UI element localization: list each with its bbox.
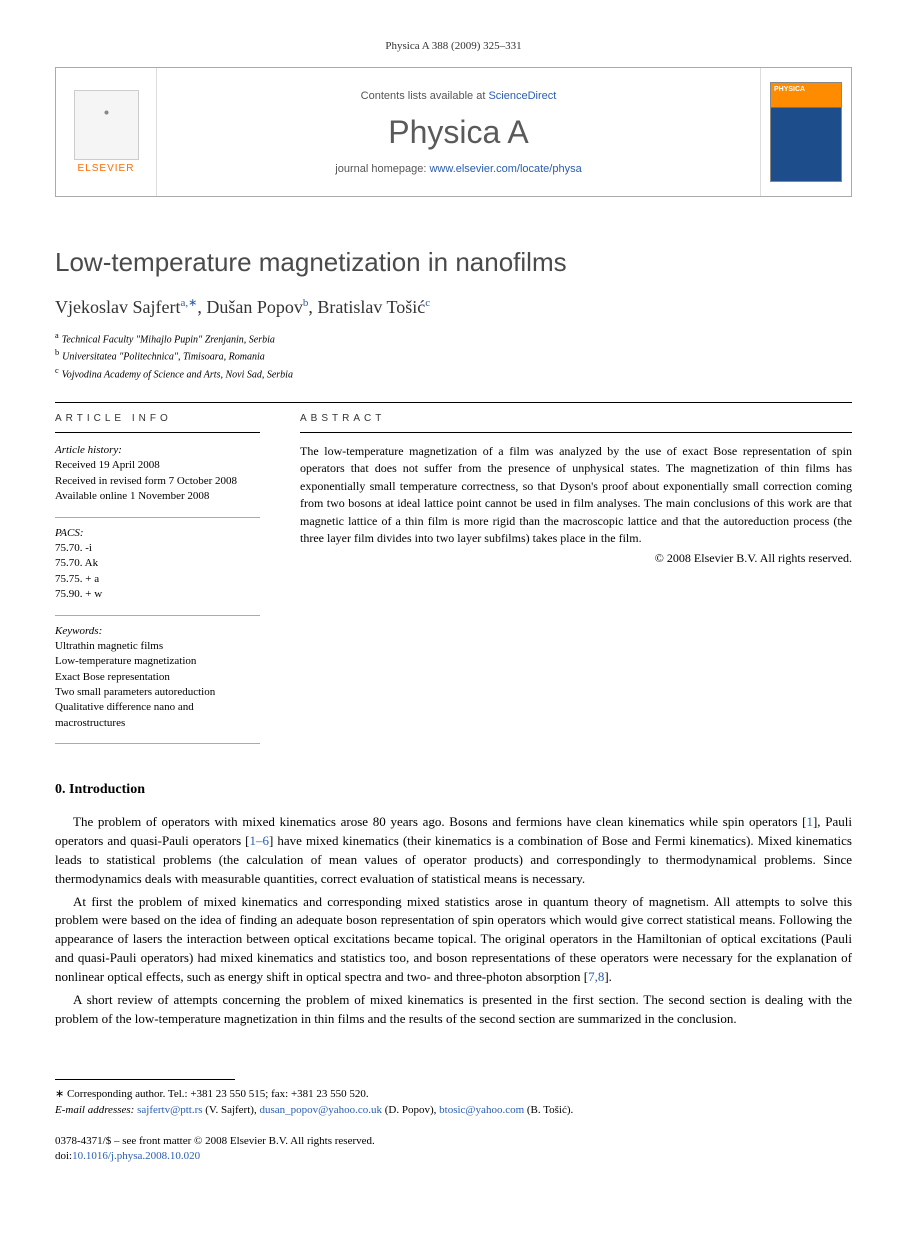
homepage-prefix: journal homepage:	[335, 163, 429, 175]
doi-label: doi:	[55, 1150, 72, 1162]
publisher-name: ELSEVIER	[78, 163, 135, 174]
abstract-heading: ABSTRACT	[300, 403, 852, 433]
homepage-line: journal homepage: www.elsevier.com/locat…	[335, 163, 581, 175]
footer-issn: 0378-4371/$ – see front matter © 2008 El…	[55, 1134, 852, 1165]
email-link[interactable]: btosic@yahoo.com	[439, 1104, 524, 1116]
online-date: Available online 1 November 2008	[55, 489, 260, 504]
affiliation-a: Technical Faculty "Mihajlo Pupin" Zrenja…	[62, 334, 275, 345]
corresponding-label: ∗ Corresponding author. Tel.: +381 23 55…	[55, 1086, 852, 1103]
elsevier-tree-icon	[74, 90, 139, 160]
article-title: Low-temperature magnetization in nanofil…	[55, 247, 852, 278]
corresponding-author: ∗ Corresponding author. Tel.: +381 23 55…	[55, 1086, 852, 1119]
author-2: Dušan Popov	[206, 297, 303, 317]
contents-prefix: Contents lists available at	[361, 90, 489, 102]
journal-name: Physica A	[388, 114, 529, 151]
text: ].	[604, 969, 612, 984]
history-label: Article history:	[55, 443, 260, 458]
keyword: Exact Bose representation	[55, 670, 260, 685]
ref-link[interactable]: 7,8	[588, 969, 604, 984]
doi-link[interactable]: 10.1016/j.physa.2008.10.020	[72, 1150, 200, 1162]
intro-paragraph-1: The problem of operators with mixed kine…	[55, 813, 852, 888]
email-link[interactable]: sajfertv@ptt.rs	[137, 1104, 202, 1116]
affiliations: aTechnical Faculty "Mihajlo Pupin" Zrenj…	[55, 330, 852, 382]
pacs-code: 75.90. + w	[55, 587, 260, 602]
keyword: Two small parameters autoreduction	[55, 685, 260, 700]
revised-date: Received in revised form 7 October 2008	[55, 474, 260, 489]
contents-line: Contents lists available at ScienceDirec…	[361, 90, 557, 102]
abstract-copyright: © 2008 Elsevier B.V. All rights reserved…	[300, 551, 852, 566]
sciencedirect-link[interactable]: ScienceDirect	[488, 90, 556, 102]
email-name: (V. Sajfert),	[205, 1104, 256, 1116]
abstract-text: The low-temperature magnetization of a f…	[300, 443, 852, 547]
pacs-code: 75.70. Ak	[55, 556, 260, 571]
journal-header: ELSEVIER Contents lists available at Sci…	[55, 67, 852, 197]
author-3-affil: c	[425, 297, 430, 309]
author-1: Vjekoslav Sajfert	[55, 297, 180, 317]
abstract-column: ABSTRACT The low-temperature magnetizati…	[280, 403, 852, 752]
keyword: Qualitative difference nano and macrostr…	[55, 700, 260, 731]
affiliation-c: Vojvodina Academy of Science and Arts, N…	[62, 369, 293, 380]
author-1-affil: a,∗	[180, 297, 197, 309]
header-center: Contents lists available at ScienceDirec…	[156, 68, 761, 196]
intro-heading: 0. Introduction	[55, 782, 852, 798]
intro-paragraph-2: At first the problem of mixed kinematics…	[55, 893, 852, 987]
journal-cover-icon	[770, 82, 842, 182]
pacs-block: PACS: 75.70. -i 75.70. Ak 75.75. + a 75.…	[55, 526, 260, 603]
author-3: Bratislav Tošić	[317, 297, 425, 317]
divider	[55, 517, 260, 518]
ref-link[interactable]: 1–6	[250, 833, 270, 848]
pacs-code: 75.75. + a	[55, 572, 260, 587]
email-link[interactable]: dusan_popov@yahoo.co.uk	[259, 1104, 382, 1116]
article-info-heading: ARTICLE INFO	[55, 403, 260, 433]
affiliation-b: Universitatea "Politechnica", Timisoara,…	[62, 352, 265, 363]
article-info-column: ARTICLE INFO Article history: Received 1…	[55, 403, 280, 752]
header-citation: Physica A 388 (2009) 325–331	[55, 40, 852, 52]
keyword: Low-temperature magnetization	[55, 654, 260, 669]
received-date: Received 19 April 2008	[55, 458, 260, 473]
keywords-block: Keywords: Ultrathin magnetic films Low-t…	[55, 624, 260, 732]
publisher-logo: ELSEVIER	[56, 68, 156, 196]
author-2-affil: b	[303, 297, 309, 309]
keyword: Ultrathin magnetic films	[55, 639, 260, 654]
authors-line: Vjekoslav Sajferta,∗, Dušan Popovb, Brat…	[55, 296, 852, 318]
divider	[55, 743, 260, 744]
email-name: (D. Popov),	[385, 1104, 437, 1116]
divider	[55, 615, 260, 616]
intro-paragraph-3: A short review of attempts concerning th…	[55, 991, 852, 1029]
info-abstract-row: ARTICLE INFO Article history: Received 1…	[55, 402, 852, 752]
email-name: (B. Tošić).	[527, 1104, 573, 1116]
keywords-label: Keywords:	[55, 624, 260, 639]
pacs-code: 75.70. -i	[55, 541, 260, 556]
article-history: Article history: Received 19 April 2008 …	[55, 443, 260, 505]
issn-line: 0378-4371/$ – see front matter © 2008 El…	[55, 1134, 852, 1149]
email-label: E-mail addresses:	[55, 1104, 134, 1116]
text: The problem of operators with mixed kine…	[73, 814, 806, 829]
footer-separator	[55, 1079, 235, 1080]
text: At first the problem of mixed kinematics…	[55, 894, 852, 984]
homepage-link[interactable]: www.elsevier.com/locate/physa	[429, 163, 581, 175]
pacs-label: PACS:	[55, 526, 260, 541]
cover-thumbnail	[761, 68, 851, 196]
